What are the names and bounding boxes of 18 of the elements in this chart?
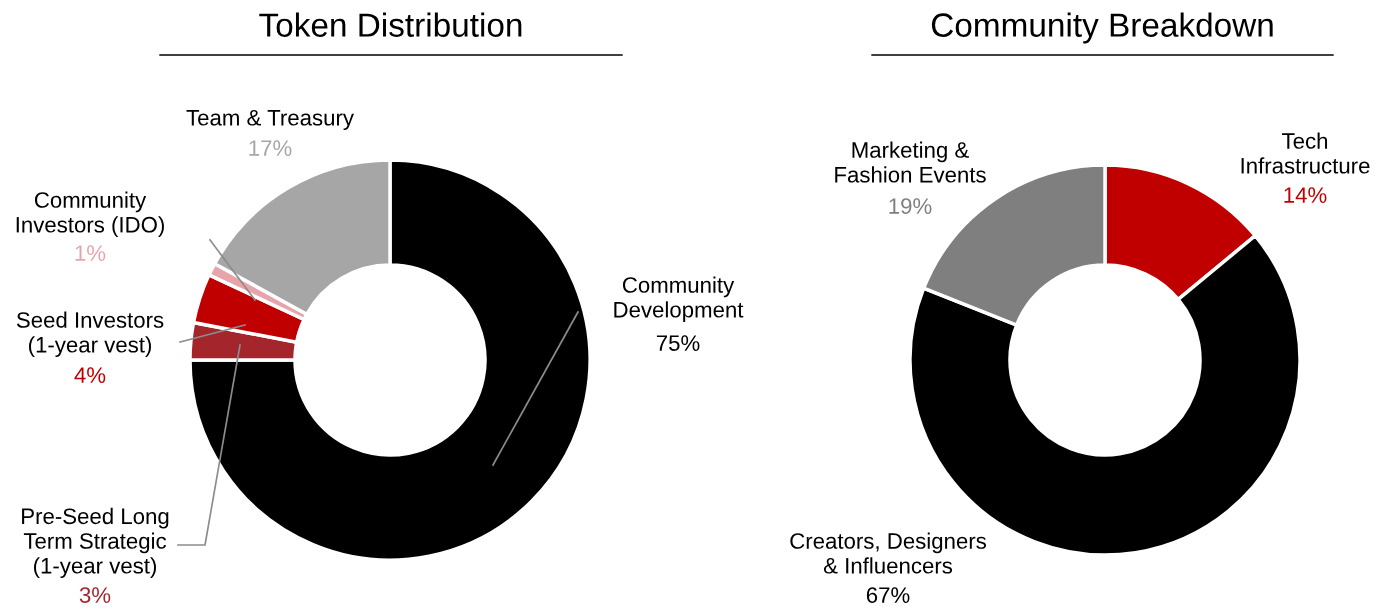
data-label: 75% [656,335,700,351]
data-label: 17% [249,140,292,156]
chart-title: Community Breakdown [931,12,1273,44]
slice-label: Team & Treasury [186,110,354,130]
slice-label: Creators, Designers & Influencers [790,532,986,574]
slice-label: Seed Investors (1-year vest) [16,311,164,357]
data-label: 67% [866,587,910,603]
data-label: 14% [1284,187,1327,203]
slice-label: Tech Infrastructure [1241,132,1370,174]
chart-title: Token Distribution [259,12,522,37]
data-label: 4% [74,367,106,383]
slice-label: Community Development [614,276,744,322]
data-label: 19% [889,198,932,214]
slice-label: Pre-Seed Long Term Strategic (1-year vest) [22,507,169,578]
data-label: 1% [75,245,106,261]
slice-label: Community Investors (IDO) [16,191,164,237]
slice-label: Marketing & Fashion Events [835,141,986,183]
data-label: 3% [79,587,111,603]
